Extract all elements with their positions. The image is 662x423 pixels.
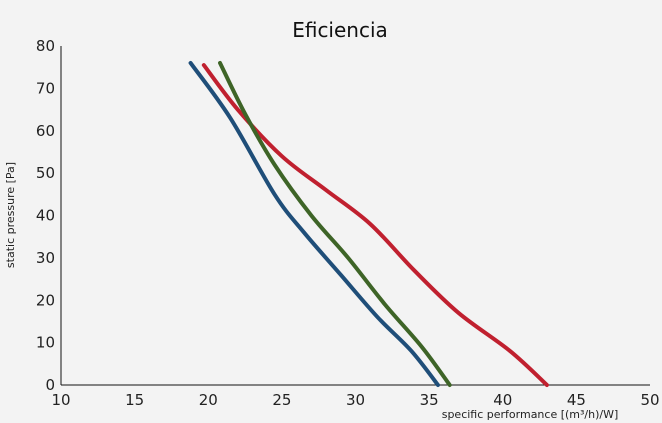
series-line-2 <box>201 63 549 387</box>
y-tick-label: 20 <box>36 291 55 309</box>
y-tick-label: 70 <box>36 79 55 97</box>
x-tick-label: 30 <box>346 391 365 409</box>
y-tick-label: 30 <box>36 249 55 267</box>
y-tick-label: 40 <box>36 207 55 225</box>
series-lines <box>188 60 549 387</box>
y-tick-label: 60 <box>36 122 55 140</box>
x-tick-label: 40 <box>493 391 512 409</box>
y-axis-label: static pressure [Pa] <box>4 162 17 268</box>
x-tick-label: 20 <box>199 391 218 409</box>
x-tick-label: 10 <box>51 391 70 409</box>
x-tick-label: 50 <box>640 391 659 409</box>
x-tick-label: 45 <box>567 391 586 409</box>
x-tick-label: 15 <box>125 391 144 409</box>
x-axis-label: specific performance [(m³/h)/W] <box>442 408 619 421</box>
y-tick-label: 0 <box>45 376 55 394</box>
series-line-3 <box>218 60 452 387</box>
x-tick-label: 25 <box>272 391 291 409</box>
x-tick-label: 35 <box>420 391 439 409</box>
y-tick-label: 10 <box>36 334 55 352</box>
chart-title: Eficiencia <box>292 18 388 42</box>
y-tick-label: 50 <box>36 164 55 182</box>
series-line-1 <box>188 60 440 387</box>
y-tick-label: 80 <box>36 37 55 55</box>
